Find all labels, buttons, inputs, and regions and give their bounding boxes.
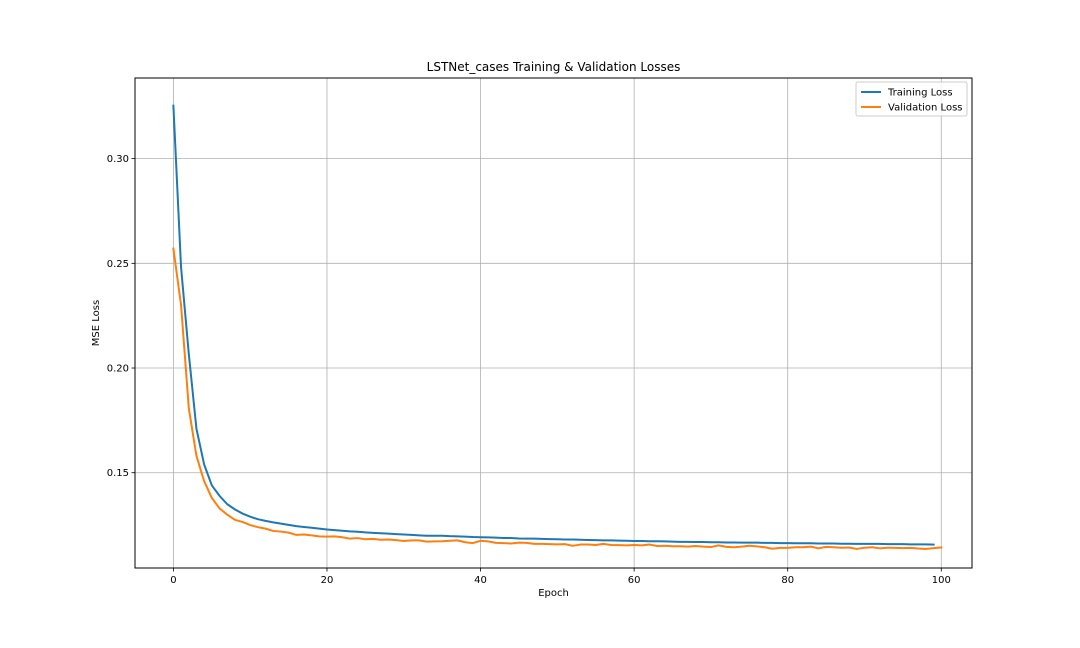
legend: Training Loss Validation Loss: [855, 81, 968, 117]
axis-ticks: 0 20 40 60 80 100 0.15 0.20 0.25 0.30: [107, 154, 951, 586]
chart-title: LSTNet_cases Training & Validation Losse…: [427, 60, 681, 74]
x-tick-label: 20: [321, 575, 334, 586]
validation-loss-line: [172, 247, 943, 550]
training-loss-line: [172, 104, 935, 546]
series-lines: [172, 104, 943, 550]
grid-lines: [135, 78, 972, 568]
x-tick-label: 80: [781, 575, 794, 586]
legend-label-training: Training Loss: [887, 88, 953, 99]
x-tick-label: 40: [474, 575, 487, 586]
x-tick-label: 0: [170, 575, 176, 586]
plot-area: [135, 78, 972, 568]
y-tick-label: 0.30: [107, 154, 129, 165]
y-tick-label: 0.25: [107, 259, 129, 270]
y-tick-label: 0.15: [107, 468, 129, 479]
y-tick-label: 0.20: [107, 364, 129, 375]
y-axis-label: MSE Loss: [91, 300, 102, 346]
x-axis-label: Epoch: [538, 588, 569, 599]
plot-frame: [134, 77, 973, 569]
x-tick-label: 60: [628, 575, 641, 586]
legend-box: [855, 81, 968, 117]
x-tick-label: 100: [932, 575, 951, 586]
legend-label-validation: Validation Loss: [888, 103, 963, 114]
